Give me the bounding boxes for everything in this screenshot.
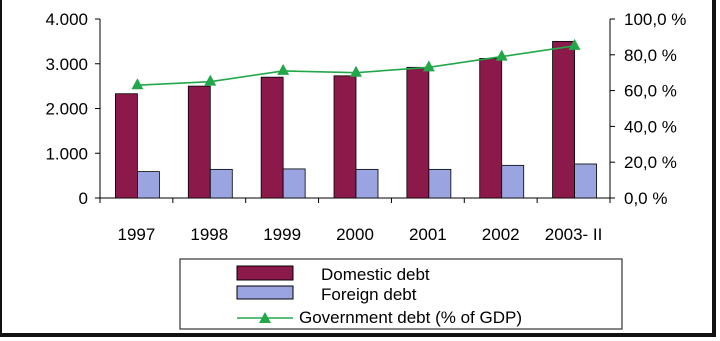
x-tick-label: 2002 bbox=[482, 225, 520, 244]
bar-foreign bbox=[209, 168, 233, 199]
point-gdp bbox=[422, 60, 435, 72]
legend-swatch-foreign bbox=[236, 285, 294, 300]
point-gdp bbox=[568, 38, 581, 50]
y-left-tick-label: 4.000 bbox=[45, 10, 88, 29]
point-gdp bbox=[131, 78, 144, 90]
legend-label-domestic: Domestic debt bbox=[321, 265, 430, 284]
x-tick-label: 2000 bbox=[336, 225, 374, 244]
y-left-tick-label: 2.000 bbox=[45, 100, 88, 119]
y-left-tick-label: 3.000 bbox=[45, 55, 88, 74]
y-right-tick-label: 80,0 % bbox=[624, 46, 677, 65]
bar-foreign bbox=[501, 164, 525, 199]
bar-foreign bbox=[282, 168, 306, 199]
legend-marker-gdp bbox=[259, 312, 271, 323]
bar-domestic bbox=[187, 85, 211, 199]
point-gdp bbox=[495, 49, 508, 61]
legend-swatch-domestic bbox=[236, 265, 294, 281]
y-right-tick-label: 20,0 % bbox=[624, 153, 677, 172]
x-tick-label: 1998 bbox=[190, 225, 228, 244]
bar-foreign bbox=[428, 168, 452, 199]
x-tick-label: 2001 bbox=[409, 225, 447, 244]
x-tick-label: 2003- II bbox=[545, 225, 603, 244]
y-left-tick-label: 0 bbox=[79, 189, 88, 208]
point-gdp bbox=[350, 65, 362, 77]
x-tick-label: 1999 bbox=[263, 225, 301, 244]
bar-domestic bbox=[333, 75, 357, 199]
legend-label-gdp: Government debt (% of GDP) bbox=[299, 308, 522, 327]
y-right-tick-label: 40,0 % bbox=[624, 117, 677, 136]
bar-domestic bbox=[406, 66, 430, 199]
legend: Domestic debt Foreign debt Government de… bbox=[179, 258, 623, 330]
bar-domestic bbox=[552, 40, 575, 199]
bar-foreign bbox=[574, 163, 597, 199]
y-right-tick-label: 0,0 % bbox=[624, 189, 667, 208]
point-gdp bbox=[204, 74, 217, 86]
point-gdp bbox=[277, 63, 290, 75]
y-right-tick-label: 100,0 % bbox=[624, 10, 686, 29]
bar-domestic bbox=[115, 93, 138, 199]
bar-domestic bbox=[260, 76, 284, 199]
bar-foreign bbox=[355, 168, 379, 199]
bar-foreign bbox=[137, 171, 160, 199]
y-right-tick-label: 60,0 % bbox=[624, 82, 677, 101]
legend-label-foreign: Foreign debt bbox=[321, 285, 417, 304]
x-tick-label: 1997 bbox=[118, 225, 156, 244]
plot-area: 0 1.000 2.000 3.000 4.000 0,0 % 20,0 % 40,0 % 60… bbox=[45, 10, 686, 244]
bar-domestic bbox=[479, 57, 503, 199]
y-left-tick-label: 1.000 bbox=[45, 144, 88, 163]
